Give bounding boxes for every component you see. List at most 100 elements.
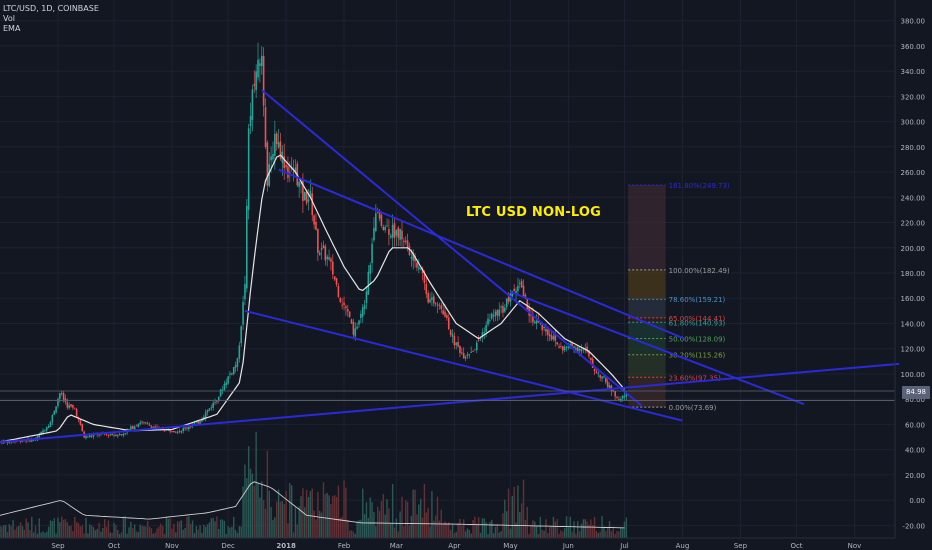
- candle-body: [176, 431, 179, 433]
- volume-bar: [347, 520, 349, 538]
- candle-body: [251, 89, 254, 120]
- volume-bar: [375, 525, 377, 538]
- volume-bar: [580, 523, 583, 538]
- candle-body: [623, 396, 626, 398]
- candle-body: [137, 423, 140, 427]
- volume-bar: [592, 524, 594, 538]
- ema-indicator-label[interactable]: EMA: [3, 24, 21, 33]
- volume-bar: [333, 495, 336, 538]
- candle-body: [591, 359, 594, 368]
- volume-bar: [225, 533, 227, 538]
- volume-bar: [614, 533, 616, 538]
- chart-annotation-title[interactable]: LTC USD NON-LOG: [466, 205, 602, 220]
- volume-bar: [272, 519, 274, 538]
- candle-body: [496, 310, 499, 316]
- x-tick-label: Feb: [338, 542, 351, 550]
- candle-body: [575, 348, 577, 351]
- candle-body: [180, 431, 183, 433]
- volume-bar: [126, 533, 128, 538]
- candle-body: [576, 347, 579, 352]
- volume-bar: [234, 530, 237, 538]
- fib-level-label: 38.20%(115.26): [669, 352, 726, 360]
- candle-body: [232, 367, 235, 375]
- candle-body: [47, 426, 50, 429]
- volume-bar: [520, 503, 523, 538]
- volume-bar: [466, 528, 469, 538]
- volume-bar: [461, 525, 463, 538]
- candle-body: [507, 296, 510, 302]
- fibonacci-retracement[interactable]: 0.00%(73.69) 23.60%(97.35) 38.20%(115.26) 5…: [628, 182, 730, 412]
- trendlines[interactable]: [0, 89, 900, 444]
- candle-body: [406, 240, 409, 248]
- volume-bar: [304, 507, 306, 538]
- fib-level-label: 0.00%(73.69): [669, 404, 717, 412]
- volume-bar: [143, 526, 145, 538]
- volume-bar: [621, 528, 624, 538]
- candle-body: [599, 375, 601, 378]
- volume-bar: [193, 533, 196, 538]
- volume-bar: [100, 531, 102, 538]
- volume-bar: [506, 511, 508, 538]
- candle-body: [38, 434, 41, 438]
- candle-body: [442, 310, 444, 315]
- volume-bar: [356, 521, 358, 538]
- candle-body: [66, 402, 69, 408]
- volume-bar: [199, 525, 201, 538]
- volume-bar: [201, 532, 203, 538]
- candle-body: [590, 357, 592, 361]
- candle-body: [412, 252, 415, 261]
- volume-bar: [283, 503, 285, 538]
- candle-body: [468, 353, 471, 355]
- candle-body: [73, 408, 76, 410]
- volume-bar: [595, 531, 598, 538]
- volume-bar: [320, 512, 323, 538]
- volume-bar: [249, 468, 252, 538]
- candle-body: [361, 307, 364, 317]
- volume-bar: [247, 446, 250, 538]
- candle-body: [346, 309, 349, 312]
- volume-bar: [498, 532, 500, 538]
- volume-bar: [44, 532, 46, 538]
- candle-body: [292, 171, 295, 173]
- volume-bar: [171, 528, 173, 538]
- candle-body: [414, 255, 416, 262]
- volume-bar: [77, 523, 80, 538]
- candle-body: [311, 193, 314, 216]
- volume-bar: [442, 523, 444, 538]
- candle-body: [268, 164, 271, 186]
- candle-body: [419, 268, 422, 270]
- candle-body: [79, 419, 82, 425]
- volume-bar: [42, 531, 44, 538]
- candle-body: [348, 311, 351, 318]
- volume-bar: [399, 511, 401, 538]
- volume-bar: [487, 533, 489, 538]
- price-axis[interactable]: -20.00 0.00 20.00 40.00 60.00 80.00 100.00 120.…: [894, 0, 926, 538]
- volume-bar: [53, 518, 55, 538]
- volume-bar: [113, 522, 115, 538]
- x-tick-label: Aug: [676, 542, 690, 550]
- volume-bar: [418, 504, 420, 538]
- candle-body: [386, 225, 388, 227]
- vol-indicator-label[interactable]: Vol: [3, 14, 15, 23]
- fib-level-label: 50.00%(128.09): [669, 336, 726, 344]
- candle-body: [573, 346, 575, 349]
- candle-body: [434, 303, 437, 304]
- candle-body: [330, 258, 332, 262]
- volume-bar: [448, 522, 450, 538]
- volume-bar: [339, 518, 341, 538]
- candle-body: [249, 116, 252, 127]
- volume-bar: [79, 526, 82, 538]
- y-tick-label: 360.00: [901, 43, 926, 51]
- volume-bar: [468, 529, 471, 538]
- volume-bar: [438, 520, 441, 538]
- candle-body: [505, 298, 508, 308]
- volume-bar: [494, 526, 497, 538]
- symbol-label[interactable]: LTC/USD, 1D, COINBASE: [3, 4, 99, 13]
- time-axis[interactable]: Sep Oct Nov Dec 2018 Feb Mar Apr May Jun Jul Aug Sep…: [0, 537, 895, 550]
- candle-body: [257, 59, 259, 78]
- volume-bar: [178, 521, 181, 538]
- candle-body: [533, 321, 536, 324]
- volume-bar: [259, 497, 261, 538]
- candle-body: [109, 434, 112, 436]
